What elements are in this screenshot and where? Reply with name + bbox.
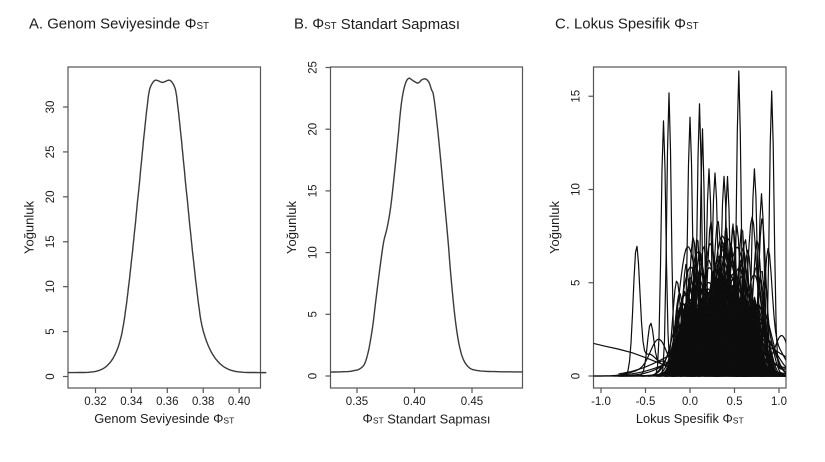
svg-text:0.35: 0.35 (346, 396, 368, 408)
svg-text:30: 30 (45, 101, 57, 114)
svg-text:0.40: 0.40 (403, 396, 425, 408)
svg-text:0: 0 (45, 373, 57, 379)
svg-text:1.0: 1.0 (771, 396, 787, 408)
svg-text:A. Genom Seviyesinde ΦST: A. Genom Seviyesinde ΦST (29, 17, 209, 33)
svg-text:-1.0: -1.0 (591, 396, 611, 408)
svg-text:-0.5: -0.5 (636, 396, 656, 408)
svg-text:0.32: 0.32 (84, 396, 106, 408)
svg-text:0: 0 (571, 373, 583, 379)
svg-text:10: 10 (45, 280, 57, 293)
svg-text:0.45: 0.45 (461, 396, 483, 408)
svg-text:Yoğunluk: Yoğunluk (284, 200, 299, 254)
svg-text:15: 15 (45, 235, 57, 248)
svg-text:0.40: 0.40 (228, 396, 250, 408)
svg-text:0.34: 0.34 (120, 396, 143, 408)
svg-text:25: 25 (45, 146, 57, 159)
svg-text:C. Lokus Spesifik ΦST: C. Lokus Spesifik ΦST (555, 17, 699, 33)
svg-text:10: 10 (308, 246, 320, 259)
svg-text:Lokus Spesifik ΦST: Lokus Spesifik ΦST (636, 411, 744, 426)
svg-text:20: 20 (308, 123, 320, 136)
svg-text:ΦST Standart Sapması: ΦST Standart Sapması (363, 411, 491, 427)
svg-text:5: 5 (571, 280, 583, 286)
svg-text:5: 5 (45, 328, 57, 334)
svg-text:15: 15 (571, 90, 583, 103)
svg-text:0.0: 0.0 (682, 396, 698, 408)
svg-text:0.5: 0.5 (727, 396, 743, 408)
svg-text:10: 10 (571, 183, 583, 196)
svg-text:5: 5 (308, 311, 320, 317)
svg-text:Genom Seviyesinde ΦST: Genom Seviyesinde ΦST (94, 411, 234, 426)
svg-text:Yoğunluk: Yoğunluk (22, 200, 37, 254)
svg-text:25: 25 (308, 61, 320, 74)
svg-text:Yoğunluk: Yoğunluk (547, 200, 562, 254)
svg-text:15: 15 (308, 185, 320, 198)
svg-text:0.36: 0.36 (156, 396, 178, 408)
svg-text:0.38: 0.38 (192, 396, 214, 408)
svg-text:0: 0 (308, 373, 320, 379)
svg-text:20: 20 (45, 190, 57, 203)
svg-text:B. ΦST Standart Sapması: B. ΦST Standart Sapması (294, 17, 460, 34)
